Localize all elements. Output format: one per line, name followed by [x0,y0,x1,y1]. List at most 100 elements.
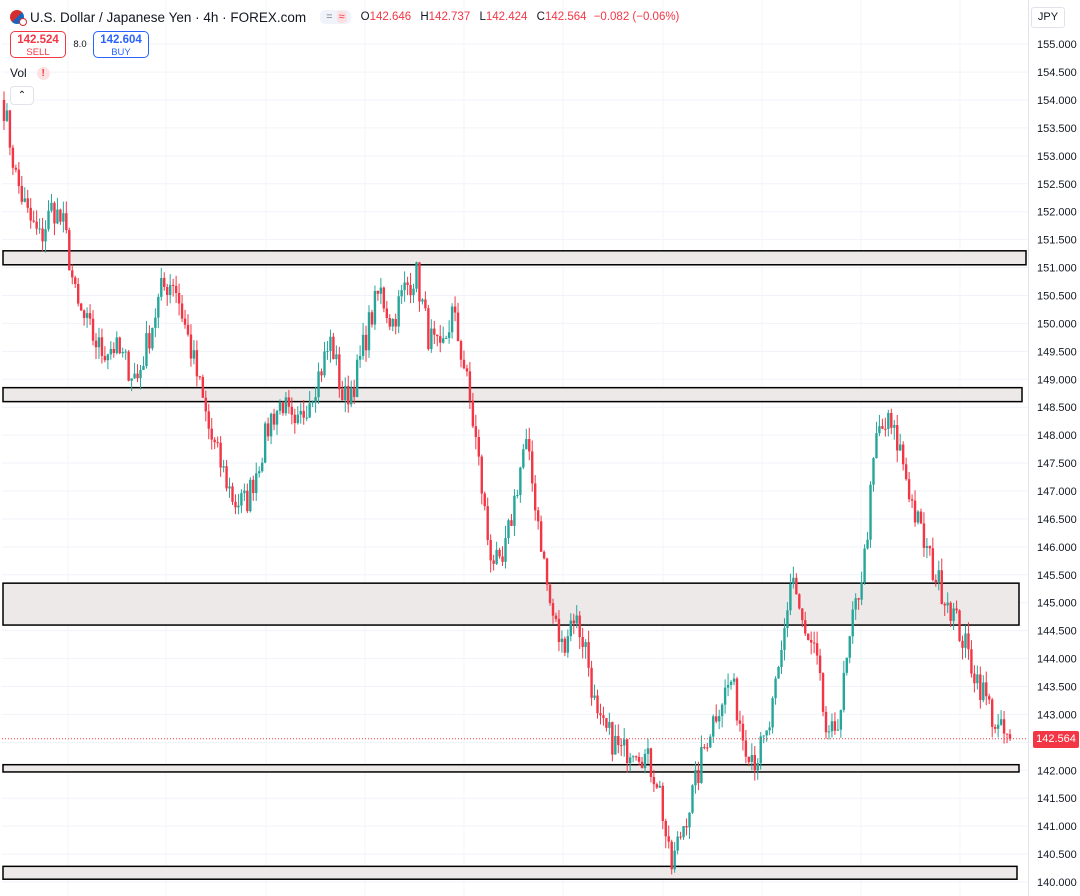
candle-body [821,673,825,712]
candle-body [617,736,620,746]
y-tick-label: 149.000 [1037,374,1077,386]
candle-body [741,723,745,741]
candle-body [631,756,635,758]
candle-body [109,349,113,355]
candle-body [976,674,979,684]
y-tick-label: 150.500 [1037,290,1077,302]
candle-body [397,296,400,327]
candle-body [575,615,578,624]
candle-body [127,351,130,381]
candle-body [563,638,567,653]
price-zone[interactable] [2,386,1023,403]
candle-body [302,410,305,418]
candle-body [148,333,151,349]
candle-body [729,681,733,685]
candle-body [536,510,540,522]
candle-body [183,318,187,325]
candle-body [602,715,605,719]
candle-body [928,546,932,549]
candle-body [967,633,970,650]
candle-body [498,549,501,557]
candle-body [818,655,822,674]
price-zone[interactable] [2,250,1027,266]
candle-body [759,736,762,764]
candle-body [124,351,127,353]
candle-body [50,202,53,211]
candle-body [866,539,869,549]
candle-body [774,678,777,699]
candle-body [584,642,587,647]
candle-body [358,355,362,360]
candle-body [151,327,154,349]
volume-indicator[interactable]: Vol ! [10,66,50,80]
candle-body [71,270,74,278]
candle-body [44,229,47,242]
candle-body [504,538,507,562]
warning-icon[interactable]: ! [36,66,50,80]
candle-body [955,608,958,611]
sell-button[interactable]: 142.524 SELL [10,31,66,58]
candle-body [189,334,193,359]
candle-body [290,406,294,415]
candle-body [777,667,780,679]
candle-body [344,386,347,401]
candle-body [210,428,213,440]
candle-body [830,721,834,732]
price-zone[interactable] [2,865,1018,880]
price-zone[interactable] [2,582,1020,626]
candle-body [697,770,700,784]
mode-equals[interactable]: = [326,11,333,23]
candle-body [41,228,44,242]
candle-body [76,283,80,304]
candle-body [560,638,564,643]
mode-toggle[interactable]: = ≈ [320,10,351,24]
buy-button[interactable]: 142.604 BUY [93,31,149,58]
candle-body [694,770,697,786]
change-value: −0.082 (−0.06%) [593,11,680,23]
candle-body [323,351,326,376]
candle-body [857,598,860,600]
candle-body [314,397,317,402]
y-tick-label: 144.000 [1037,654,1077,666]
price-zone[interactable] [2,763,1020,773]
candle-body [875,433,878,459]
candle-body [88,313,92,319]
low-value: 142.424 [485,11,528,23]
symbol-title[interactable]: U.S. Dollar / Japanese Yen · 4h · FOREX.… [30,9,307,25]
y-tick-label: 148.500 [1037,402,1077,414]
mode-approx[interactable]: ≈ [336,11,347,23]
candle-body [937,570,940,583]
candle-body [910,499,914,501]
candle-body [23,198,26,202]
candle-body [943,603,946,606]
candle-body [608,722,611,728]
candle-body [266,423,270,437]
candle-body [329,336,332,351]
candle-body [370,312,374,325]
candle-body [854,598,857,610]
candle-body [771,698,774,728]
candle-body [142,366,145,370]
candle-body [483,493,486,507]
candle-body [269,413,273,437]
candle-body [163,277,166,287]
candle-body [703,746,706,748]
collapse-legend-button[interactable]: ⌃ [10,86,34,105]
candle-body [240,493,243,506]
candle-body [441,338,445,343]
candle-body [809,639,813,643]
candle-body [317,371,320,398]
y-tick-label: 148.000 [1037,430,1077,442]
candle-body [305,417,308,419]
candle-body [513,495,516,526]
currency-selector[interactable]: JPY [1031,7,1065,28]
candle-body [355,359,359,397]
candle-body [272,413,276,425]
candle-body [655,784,659,788]
candle-body [590,667,593,698]
candle-body [614,736,617,755]
candle-body [320,371,323,376]
candle-body [130,378,133,381]
candle-body [79,303,83,311]
